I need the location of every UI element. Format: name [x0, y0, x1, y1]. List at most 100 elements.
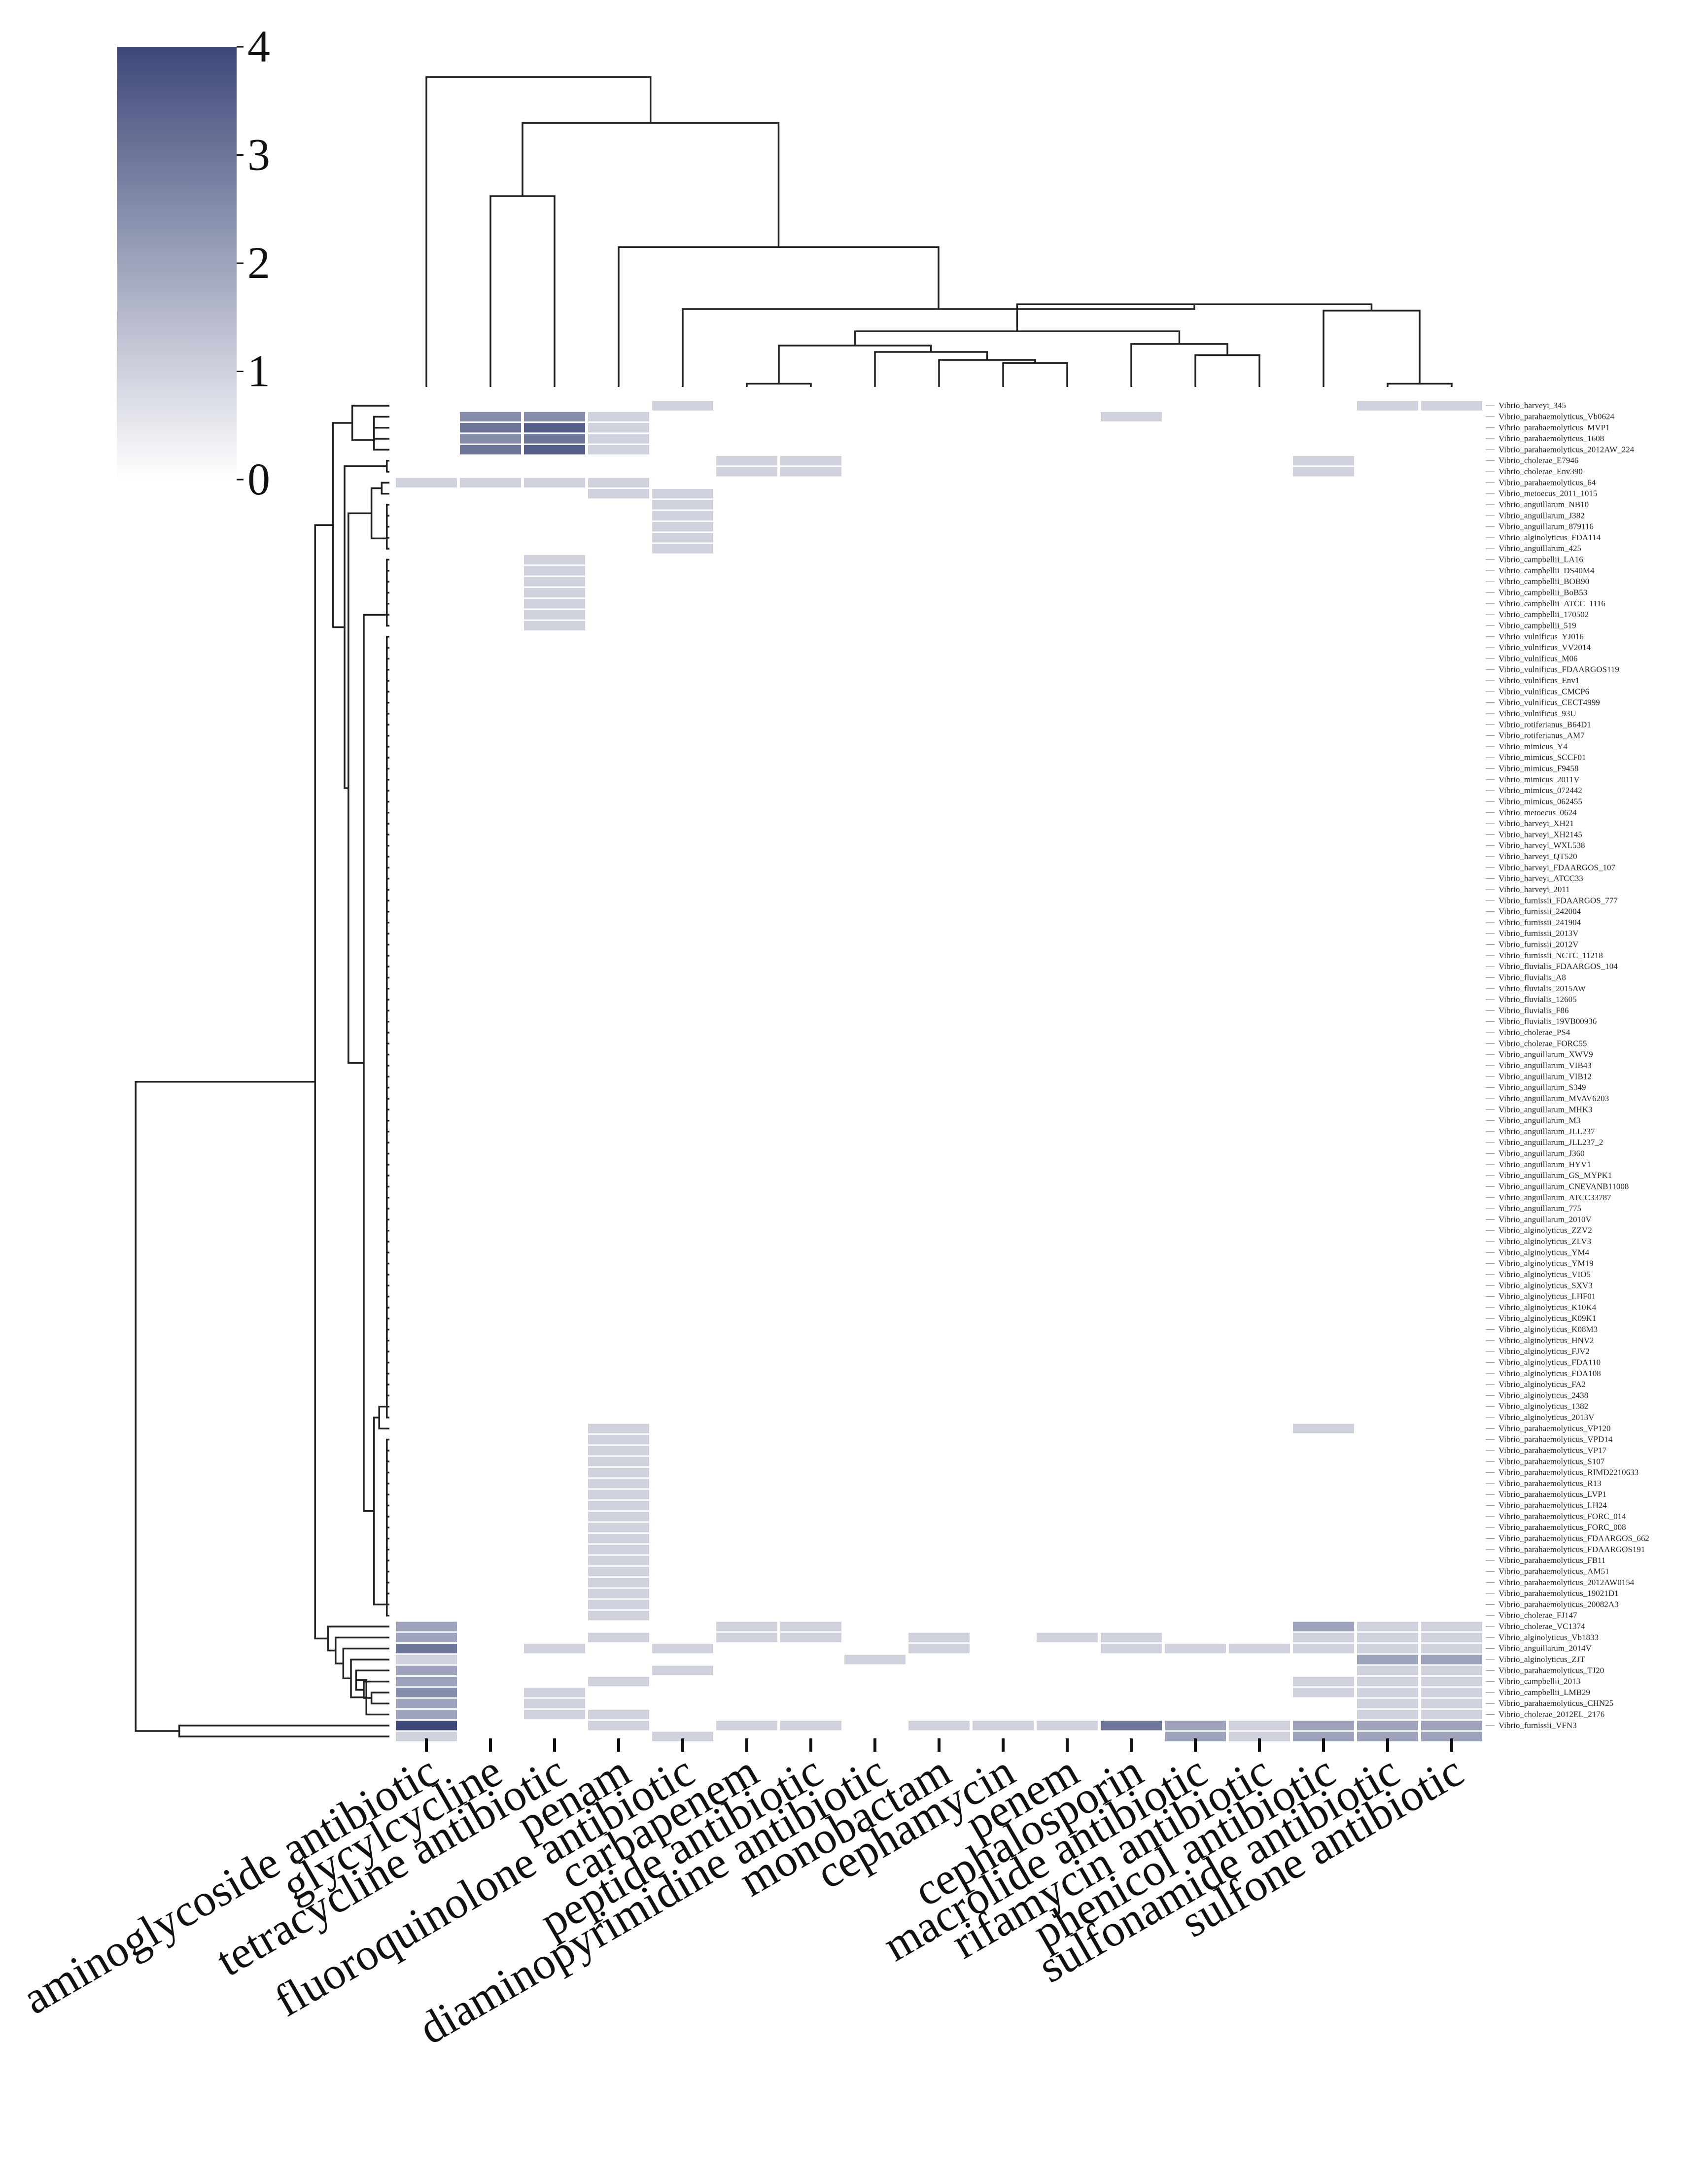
row-label: Vibrio_rotiferianus_AM7 [1499, 731, 1585, 740]
row-dendrogram-link [314, 524, 333, 1640]
row-label: Vibrio_metoecus_2011_1015 [1499, 489, 1597, 498]
heatmap-cell [396, 1732, 457, 1741]
row-label: Vibrio_mimicus_SCCF01 [1499, 753, 1586, 762]
heatmap-cell [588, 1709, 649, 1720]
row-label: Vibrio_parahaemolyticus_MVP1 [1499, 423, 1610, 432]
row-label: Vibrio_alginolyticus_YM19 [1499, 1259, 1594, 1268]
heatmap-cell [1101, 1643, 1162, 1654]
row-dendrogram-link [178, 1725, 389, 1737]
heatmap-cell [1357, 1655, 1418, 1664]
row-label: Vibrio_cholerae_PS4 [1499, 1028, 1570, 1037]
row-label: Vibrio_furnissii_FDAARGOS_777 [1499, 896, 1618, 905]
row-label: Vibrio_alginolyticus_K10K4 [1499, 1303, 1597, 1312]
heatmap-cell [1357, 1688, 1418, 1697]
column-dendrogram-link [425, 76, 652, 387]
heatmap-cell [1101, 1632, 1162, 1642]
row-label: Vibrio_parahaemolyticus_19021D1 [1499, 1589, 1619, 1598]
heatmap-cell [1037, 1632, 1098, 1642]
row-dendrogram-link [351, 405, 389, 441]
row-label: Vibrio_mimicus_F9458 [1499, 764, 1578, 773]
row-label: Vibrio_furnissii_2013V [1499, 929, 1579, 938]
heatmap-cell [588, 1545, 649, 1555]
heatmap-cell [588, 412, 649, 422]
heatmap-cell [1229, 1721, 1290, 1731]
column-dendrogram-link [1130, 343, 1228, 387]
heatmap-cell [588, 1479, 649, 1489]
column-dendrogram-link [1323, 310, 1421, 387]
row-label: Vibrio_vulnificus_VV2014 [1499, 643, 1591, 652]
row-label: Vibrio_vulnificus_CMCP6 [1499, 687, 1589, 696]
heatmap-cell [1421, 1709, 1482, 1720]
heatmap-cell [1421, 1622, 1482, 1631]
heatmap-cell [396, 1698, 457, 1708]
row-label: Vibrio_alginolyticus_FDA114 [1499, 533, 1601, 542]
heatmap-cell [1357, 1643, 1418, 1654]
row-dendrogram-link [381, 482, 389, 495]
row-label: Vibrio_anguillarum_MVAV6203 [1499, 1094, 1609, 1103]
row-label: Vibrio_cholerae_VC1374 [1499, 1622, 1585, 1631]
row-label: Vibrio_anguillarum_J360 [1499, 1149, 1585, 1158]
row-label: Vibrio_vulnificus_YJ016 [1499, 632, 1584, 641]
row-label: Vibrio_alginolyticus_LHF01 [1499, 1292, 1596, 1301]
row-label: Vibrio_parahaemolyticus_FB11 [1499, 1556, 1605, 1565]
heatmap-cell [524, 621, 585, 631]
column-dendrogram-link [746, 382, 812, 387]
heatmap-cell [588, 1435, 649, 1445]
heatmap-cell [1421, 1698, 1482, 1708]
heatmap-cell [588, 1467, 649, 1478]
heatmap-cell [1037, 1721, 1098, 1731]
heatmap-cell [460, 423, 521, 433]
heatmap-cell [1357, 1676, 1418, 1687]
row-label: Vibrio_campbellii_LMB29 [1499, 1688, 1590, 1697]
heatmap-cell [460, 445, 521, 455]
heatmap-cell [1165, 1643, 1226, 1654]
row-label: Vibrio_harveyi_XH2145 [1499, 830, 1582, 839]
heatmap-cell [716, 456, 777, 466]
heatmap-cell [588, 1611, 649, 1621]
row-label: Vibrio_vulnificus_CECT4999 [1499, 698, 1600, 707]
row-label: Vibrio_harveyi_2011 [1499, 885, 1570, 894]
row-label: Vibrio_harveyi_345 [1499, 401, 1566, 410]
row-label: Vibrio_campbellii_LA16 [1499, 555, 1583, 564]
row-dendrogram-link [327, 1626, 389, 1652]
heatmap-cell [396, 1665, 457, 1675]
row-label: Vibrio_alginolyticus_FA2 [1499, 1380, 1586, 1389]
row-label: Vibrio_parahaemolyticus_Vb0624 [1499, 412, 1615, 421]
heatmap-cell [1293, 1732, 1354, 1741]
heatmap-cell [588, 489, 649, 499]
heatmap-cell [1421, 1665, 1482, 1675]
row-label: Vibrio_vulnificus_Env1 [1499, 676, 1579, 685]
heatmap-cell [1421, 1688, 1482, 1697]
heatmap-cell [588, 434, 649, 444]
heatmap-cell [1293, 1721, 1354, 1731]
heatmap-cell [396, 1676, 457, 1687]
heatmap-cell [1293, 467, 1354, 477]
row-label: Vibrio_vulnificus_93U [1499, 709, 1576, 718]
row-label: Vibrio_rotiferianus_B64D1 [1499, 720, 1591, 729]
heatmap-cell [908, 1643, 970, 1654]
column-labels: aminoglycoside antibioticglycylcyclinete… [14, 1738, 1471, 2054]
heatmap-cell [1293, 1688, 1354, 1697]
column-dendrogram-link [1194, 354, 1260, 387]
heatmap-cell [524, 412, 585, 422]
heatmap-cell [1293, 1676, 1354, 1687]
row-label: Vibrio_alginolyticus_SXV3 [1499, 1281, 1593, 1290]
heatmap-cell [1421, 1643, 1482, 1654]
row-label: Vibrio_anguillarum_MHK3 [1499, 1105, 1593, 1114]
row-label: Vibrio_alginolyticus_HNV2 [1499, 1336, 1594, 1345]
row-dendrogram-link [363, 1680, 389, 1699]
heatmap-cell [1357, 401, 1418, 411]
row-label: Vibrio_campbellii_ATCC_1116 [1499, 599, 1605, 608]
heatmap-cell [524, 577, 585, 587]
colorbar-tick-label: 0 [247, 454, 270, 504]
row-label: Vibrio_anguillarum_M3 [1499, 1116, 1580, 1125]
heatmap-cell [396, 1655, 457, 1664]
heatmap-cell [588, 1721, 649, 1731]
heatmap-cell [396, 1643, 457, 1654]
row-label: Vibrio_mimicus_2011V [1499, 775, 1580, 784]
row-label: Vibrio_harveyi_WXL538 [1499, 841, 1585, 850]
row-label: Vibrio_fluvialis_12605 [1499, 995, 1577, 1004]
heatmap-cell [1357, 1665, 1418, 1675]
heatmap-cell [524, 1709, 585, 1720]
